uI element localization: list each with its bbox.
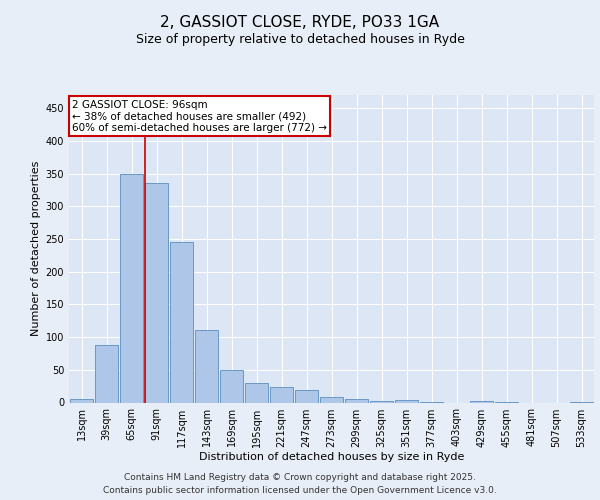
Bar xyxy=(145,184,168,402)
Bar xyxy=(170,242,193,402)
Bar xyxy=(220,370,243,402)
Text: Contains HM Land Registry data © Crown copyright and database right 2025.
Contai: Contains HM Land Registry data © Crown c… xyxy=(103,474,497,495)
Bar xyxy=(320,396,343,402)
Text: 2, GASSIOT CLOSE, RYDE, PO33 1GA: 2, GASSIOT CLOSE, RYDE, PO33 1GA xyxy=(160,15,440,30)
Text: Size of property relative to detached houses in Ryde: Size of property relative to detached ho… xyxy=(136,34,464,46)
Bar xyxy=(245,383,268,402)
Bar xyxy=(195,330,218,402)
Bar xyxy=(120,174,143,402)
Bar xyxy=(470,400,493,402)
Bar xyxy=(395,400,418,402)
Bar xyxy=(70,399,93,402)
Y-axis label: Number of detached properties: Number of detached properties xyxy=(31,161,41,336)
Bar xyxy=(370,400,393,402)
X-axis label: Distribution of detached houses by size in Ryde: Distribution of detached houses by size … xyxy=(199,452,464,462)
Bar xyxy=(270,388,293,402)
Bar xyxy=(95,345,118,403)
Text: 2 GASSIOT CLOSE: 96sqm
← 38% of detached houses are smaller (492)
60% of semi-de: 2 GASSIOT CLOSE: 96sqm ← 38% of detached… xyxy=(71,100,326,133)
Bar xyxy=(345,399,368,402)
Bar xyxy=(295,390,318,402)
